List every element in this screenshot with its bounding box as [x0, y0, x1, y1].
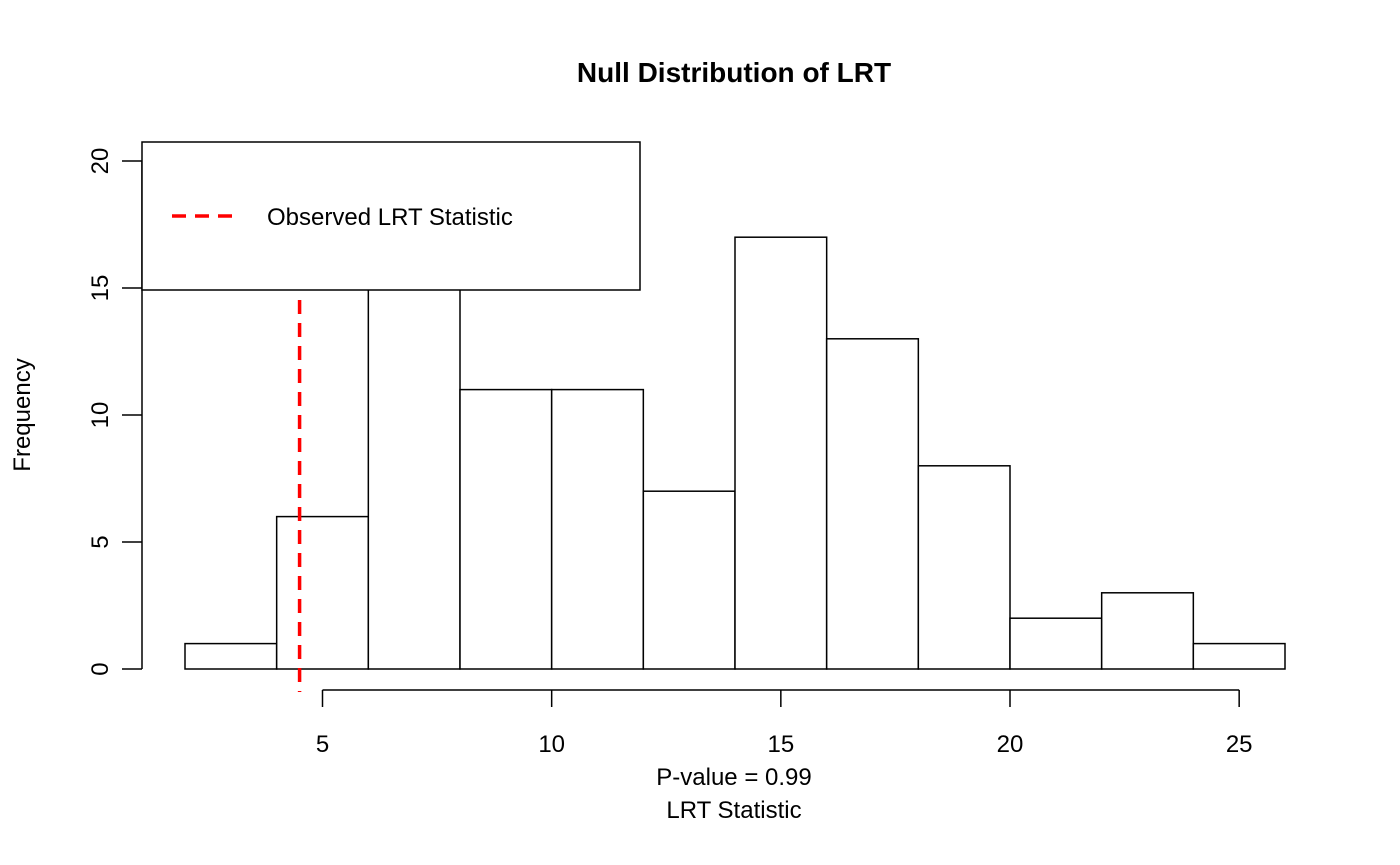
y-axis-label: Frequency: [9, 358, 36, 471]
x-tick-label: 15: [767, 731, 794, 758]
y-tick-label: 5: [87, 535, 114, 548]
y-tick-label: 20: [87, 148, 114, 175]
p-value-text: P-value = 0.99: [656, 764, 811, 791]
x-tick-label: 25: [1226, 731, 1253, 758]
x-axis: 5 10 15 20 25: [316, 689, 1253, 758]
x-tick-label: 10: [538, 731, 565, 758]
histogram-bar: [1009, 617, 1103, 670]
histogram-bar: [1192, 642, 1286, 670]
histogram-bar: [459, 388, 553, 670]
histogram-bar: [1100, 592, 1195, 670]
histogram-bar: [825, 338, 920, 670]
histogram-bar: [550, 388, 645, 670]
legend-label: Observed LRT Statistic: [267, 204, 513, 231]
histogram-bars: [184, 236, 1286, 670]
histogram-bar: [184, 642, 278, 670]
histogram-bar: [734, 236, 828, 670]
y-tick-label: 0: [87, 662, 114, 675]
histogram-bar: [275, 515, 370, 670]
y-tick-label: 15: [87, 275, 114, 302]
histogram-bar: [917, 465, 1011, 670]
x-axis-label: LRT Statistic: [666, 797, 801, 824]
y-axis: 0 5 10 15 20: [87, 148, 143, 676]
x-tick-label: 20: [997, 731, 1024, 758]
histogram-bar: [642, 490, 736, 670]
y-tick-label: 10: [87, 402, 114, 429]
histogram-bar: [367, 287, 461, 670]
legend: Observed LRT Statistic: [141, 141, 641, 291]
chart-title: Null Distribution of LRT: [577, 57, 891, 88]
x-tick-label: 5: [316, 731, 329, 758]
